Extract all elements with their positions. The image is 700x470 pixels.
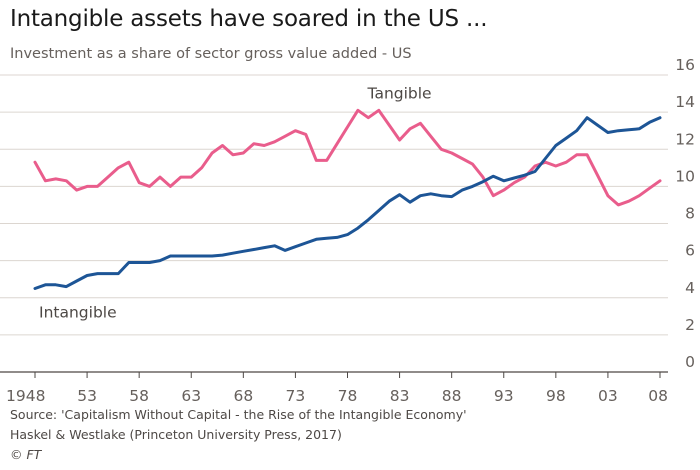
series-line-intangible [33, 116, 662, 290]
y-tick-label: 12 [675, 130, 695, 148]
x-tick-label: 83 [390, 387, 410, 405]
ft-credit: © FT [10, 447, 42, 462]
y-tick-label: 16 [675, 56, 695, 74]
source-line-1: Source: 'Capitalism Without Capital - th… [10, 407, 467, 422]
x-tick-label: 63 [181, 387, 201, 405]
y-tick-label: 4 [685, 279, 695, 297]
series-label-tangible: Tangible [367, 85, 432, 103]
x-tick-label: 98 [546, 387, 566, 405]
x-tick-label: 68 [233, 387, 253, 405]
x-tick-label: 88 [442, 387, 462, 405]
y-tick-label: 6 [685, 242, 695, 260]
series-line-tangible [33, 108, 662, 207]
y-tick-label: 10 [675, 167, 695, 185]
x-tick-label: 03 [598, 387, 618, 405]
source-note: Source: 'Capitalism Without Capital - th… [10, 405, 467, 465]
y-tick-label: 8 [685, 205, 695, 223]
source-line-2: Haskel & Westlake (Princeton University … [10, 427, 342, 442]
y-tick-label: 0 [685, 353, 695, 371]
y-tick-label: 2 [685, 316, 695, 334]
x-tick-label: 93 [494, 387, 514, 405]
series-label-intangible: Intangible [39, 304, 117, 322]
x-tick-label: 1948 [6, 387, 45, 405]
x-tick-label: 53 [77, 387, 97, 405]
x-tick-label: 73 [286, 387, 306, 405]
chart-subtitle: Investment as a share of sector gross va… [10, 46, 412, 62]
chart-title: Intangible assets have soared in the US … [10, 6, 488, 32]
x-tick-label: 58 [129, 387, 149, 405]
y-tick-label: 14 [675, 93, 695, 111]
x-tick-label: 78 [338, 387, 358, 405]
x-tick-label: 08 [648, 387, 668, 405]
